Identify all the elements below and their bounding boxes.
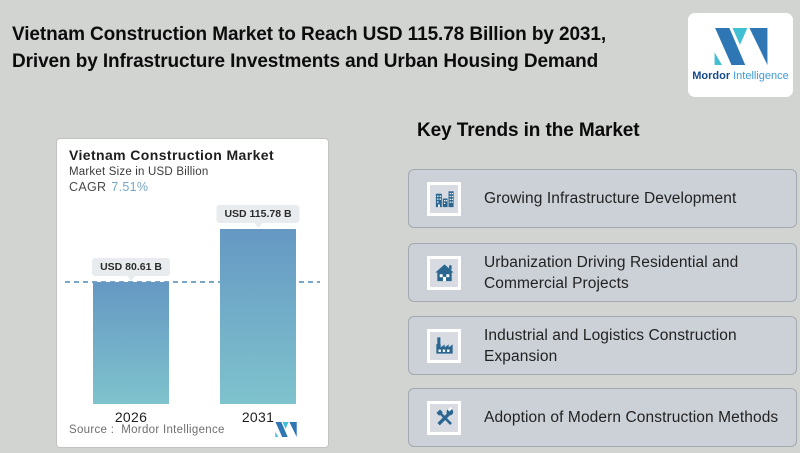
trend-icon-tile bbox=[427, 400, 461, 435]
brand-name-primary: Mordor bbox=[692, 70, 731, 82]
trend-label: Adoption of Modern Construction Methods bbox=[484, 409, 779, 426]
trend-icon-tile bbox=[427, 255, 461, 290]
house-icon bbox=[434, 264, 454, 282]
bar-group-2031: USD 115.78 B bbox=[216, 189, 300, 404]
trend-label: Urbanization Driving Residential and Com… bbox=[484, 253, 739, 292]
mordor-mini-logo-icon bbox=[275, 422, 297, 437]
source-line: Source : Mordor Intelligence bbox=[69, 424, 225, 436]
trend-card-urbanization: Urbanization Driving Residential and Com… bbox=[408, 243, 797, 302]
trend-label: Industrial and Logistics Construction Ex… bbox=[484, 326, 737, 365]
x-axis-label-2026: 2026 bbox=[114, 409, 148, 425]
chart-cagr: CAGR 7.51% bbox=[69, 180, 148, 194]
bar-2026 bbox=[93, 282, 169, 404]
bar-group-2026: USD 80.61 B bbox=[92, 189, 170, 404]
trend-icon-tile bbox=[427, 328, 461, 363]
trend-icon-tile bbox=[427, 181, 461, 216]
trends-heading: Key Trends in the Market bbox=[417, 120, 640, 141]
value-label-2031: USD 115.78 B bbox=[216, 205, 300, 223]
cagr-value: 7.51% bbox=[111, 180, 149, 194]
source-label: Source : bbox=[69, 424, 115, 436]
page-title: Vietnam Construction Market to Reach USD… bbox=[12, 21, 606, 75]
value-label-2026: USD 80.61 B bbox=[92, 258, 170, 277]
trend-label: Growing Infrastructure Development bbox=[484, 190, 737, 207]
chart-title: Vietnam Construction Market bbox=[69, 147, 275, 163]
source-value: Mordor Intelligence bbox=[121, 424, 225, 436]
brand-name: Mordor Intelligence bbox=[692, 70, 789, 82]
mordor-m-icon bbox=[714, 28, 767, 65]
trend-card-industrial: Industrial and Logistics Construction Ex… bbox=[408, 316, 797, 375]
bar-chart-plot: USD 80.61 B USD 115.78 B bbox=[57, 189, 328, 404]
buildings-icon bbox=[435, 191, 454, 208]
bar-2031 bbox=[220, 229, 296, 404]
market-chart-card: Vietnam Construction Market Market Size … bbox=[57, 139, 328, 447]
page-title-line1: Vietnam Construction Market to Reach USD… bbox=[12, 24, 607, 45]
x-axis-label-2031: 2031 bbox=[241, 409, 275, 425]
cagr-label: CAGR bbox=[69, 180, 107, 194]
chart-subtitle: Market Size in USD Billion bbox=[69, 166, 209, 178]
brand-logo: Mordor Intelligence bbox=[688, 13, 793, 97]
reference-dashed-line bbox=[65, 281, 320, 284]
trend-card-modern-methods: Adoption of Modern Construction Methods bbox=[408, 388, 797, 447]
tools-icon bbox=[435, 406, 453, 426]
brand-name-secondary: Intelligence bbox=[733, 70, 789, 82]
trend-card-infrastructure: Growing Infrastructure Development bbox=[408, 169, 797, 228]
page-title-line2: Driven by Infrastructure Investments and… bbox=[12, 51, 599, 72]
factory-icon bbox=[435, 337, 453, 354]
